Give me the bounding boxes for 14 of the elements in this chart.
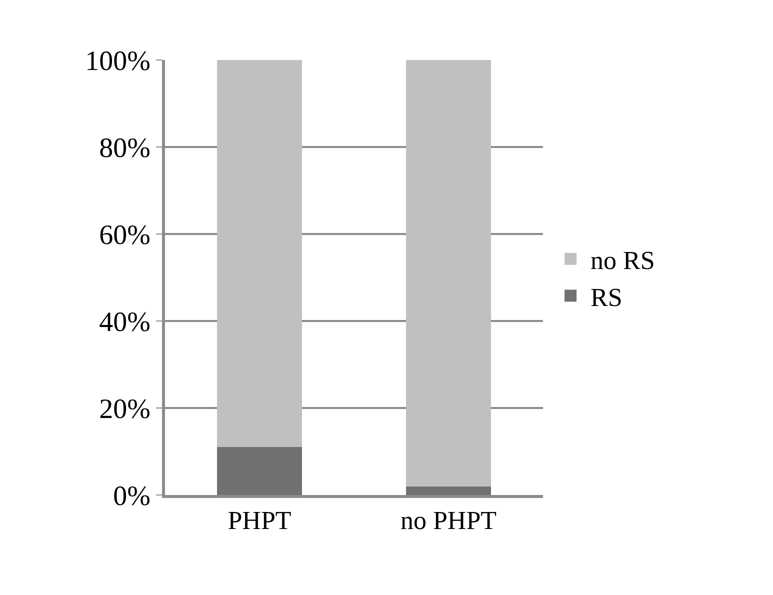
x-tick-label: PHPT [228, 506, 292, 536]
x-tick-label: no PHPT [400, 506, 497, 536]
legend-label: no RS [590, 246, 655, 276]
y-tick-label: 0% [113, 480, 150, 512]
y-tick-label: 20% [99, 394, 150, 425]
y-tick-label: 60% [99, 220, 150, 251]
bar [406, 486, 492, 495]
bar [216, 447, 302, 495]
legend-label: RS [590, 282, 622, 312]
y-tick-label: 100% [85, 46, 150, 77]
bar [216, 60, 302, 448]
y-tick-label: 40% [99, 306, 150, 338]
bar [406, 60, 492, 486]
y-tick-label: 80% [99, 132, 150, 164]
